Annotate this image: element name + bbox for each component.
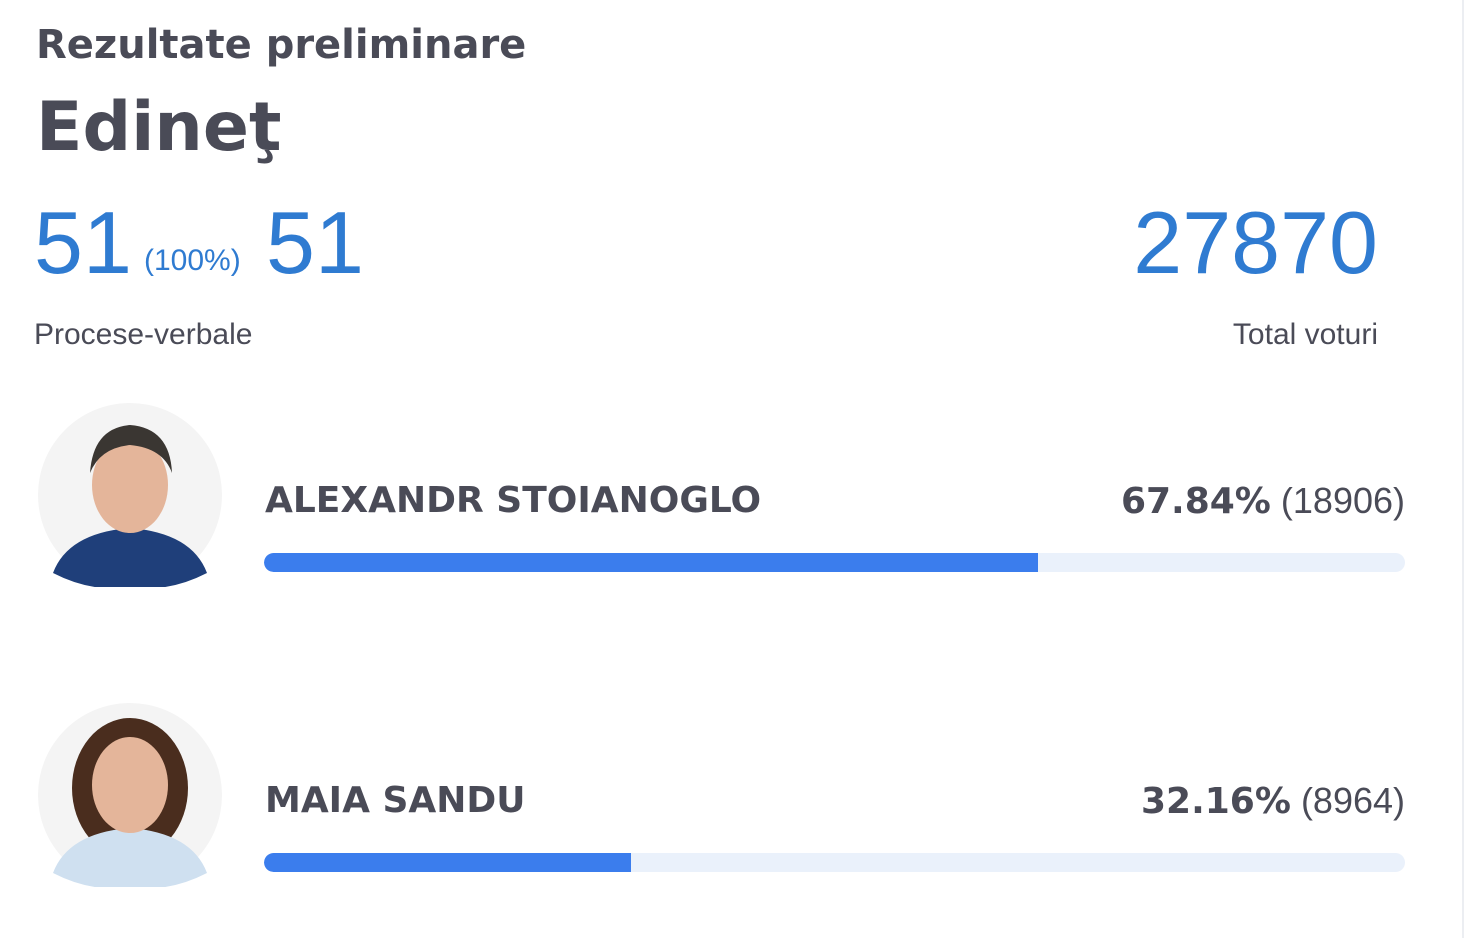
hair bbox=[90, 425, 172, 473]
total-reports: 51 bbox=[266, 193, 364, 292]
processed-count: 51 bbox=[34, 193, 132, 292]
total-votes-label: Total voturi bbox=[1232, 318, 1378, 351]
face bbox=[92, 737, 168, 833]
reports-label: Procese-verbale bbox=[34, 318, 253, 351]
percent: 67.84% bbox=[1120, 481, 1271, 522]
face bbox=[92, 437, 168, 533]
candidate-share: 32.16% (8964) bbox=[1141, 780, 1405, 822]
title: Rezultate preliminare bbox=[36, 22, 527, 68]
votes: (8964) bbox=[1300, 780, 1405, 821]
total-votes: 27870 bbox=[1133, 193, 1378, 292]
processed-percent: (100%) bbox=[144, 244, 241, 277]
candidate-name: MAIA SANDU bbox=[265, 780, 526, 821]
percent: 32.16% bbox=[1140, 781, 1291, 822]
body bbox=[53, 528, 207, 587]
candidate-name: ALEXANDR STOIANOGLO bbox=[265, 480, 762, 521]
candidate-row: MAIA SANDU 32.16% (8964) bbox=[0, 700, 1462, 900]
candidate-photo bbox=[38, 403, 222, 587]
bar-track bbox=[264, 853, 1405, 872]
bar-track bbox=[264, 553, 1405, 572]
bar bbox=[264, 853, 631, 872]
region: Edineţ bbox=[36, 88, 282, 167]
candidate-share: 67.84% (18906) bbox=[1121, 480, 1405, 522]
candidate-photo bbox=[38, 703, 222, 887]
candidate-row: ALEXANDR STOIANOGLO 67.84% (18906) bbox=[0, 400, 1462, 600]
votes: (18906) bbox=[1280, 480, 1405, 521]
body bbox=[53, 828, 207, 887]
bar bbox=[264, 553, 1038, 572]
